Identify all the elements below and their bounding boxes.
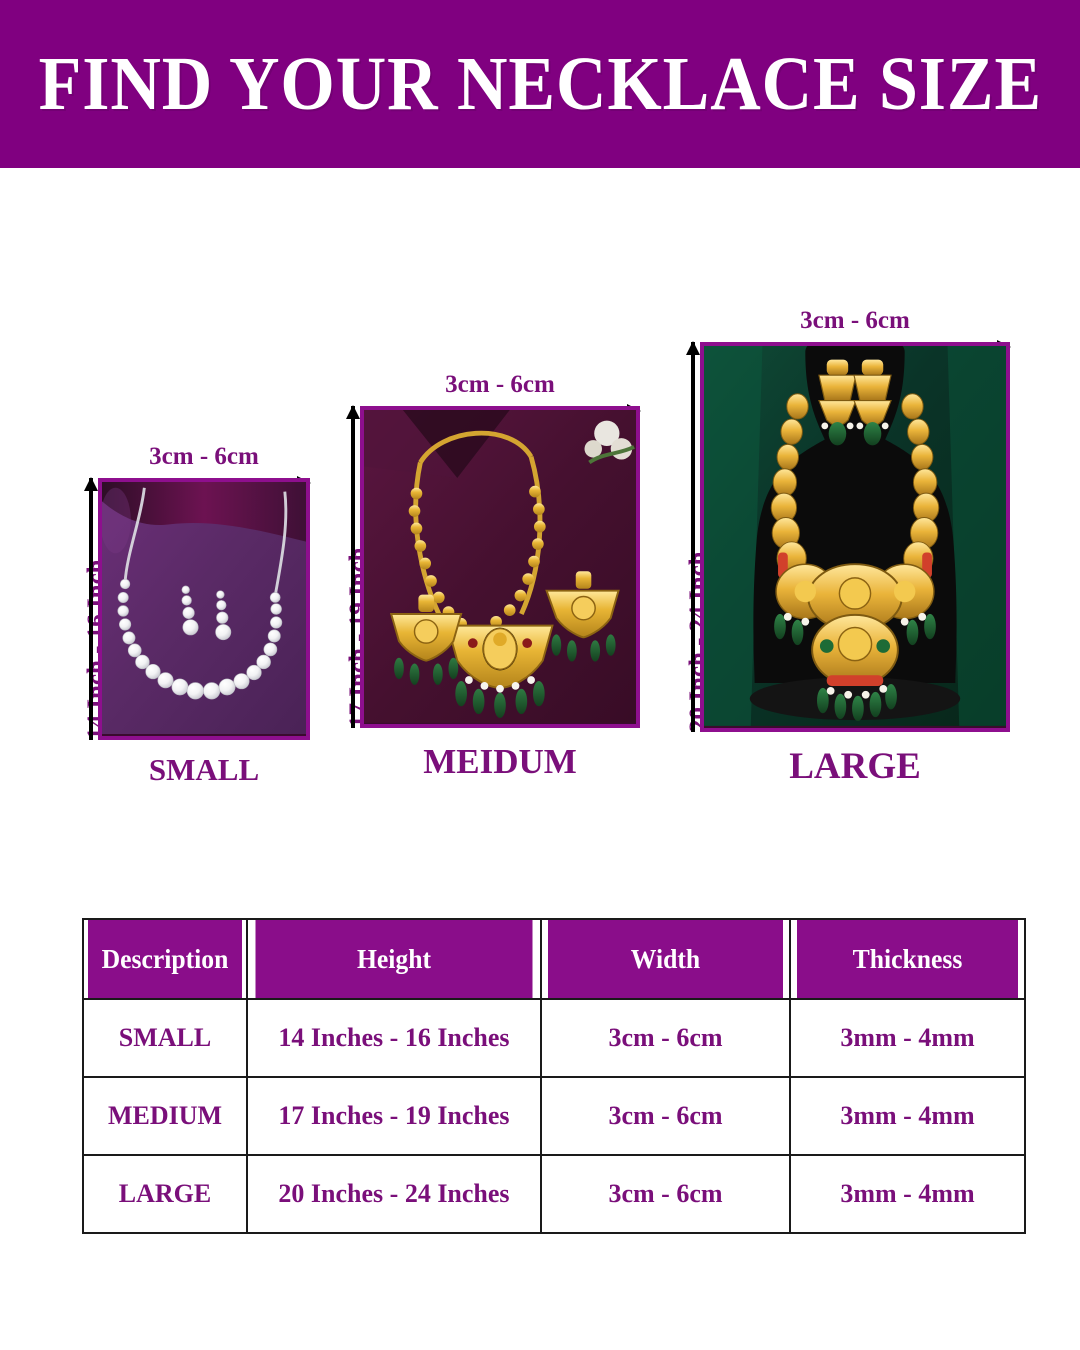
table-header-row: Description Height Width Thickness [83,918,1025,1000]
medium-necklace-illustration [364,410,636,723]
table-row: LARGE 20 Inches - 24 Inches 3cm - 6cm 3m… [82,1154,1026,1234]
small-width-label: 3cm - 6cm [149,443,259,470]
cell-width: 3cm - 6cm [540,998,791,1078]
size-chart-table: Description Height Width Thickness SMALL… [82,918,1026,1234]
cell-height: 20 Inches - 24 Inches [246,1154,542,1234]
table-row: MEDIUM 17 Inches - 19 Inches 3cm - 6cm 3… [82,1076,1026,1156]
cell-description: SMALL [82,998,248,1078]
cell-height: 17 Inches - 19 Inches [246,1076,542,1156]
small-necklace-illustration [102,482,306,735]
column-header-thickness: Thickness [794,918,1021,1000]
large-height-arrow [686,341,700,732]
large-height-dimension: 20 Inch - 24 Inch [666,341,712,732]
large-size-caption: LARGE [789,746,921,787]
medium-size-caption: MEIDUM [423,742,577,781]
cell-thickness: 3mm - 4mm [789,998,1026,1078]
small-necklace-photo [98,478,310,740]
small-size-caption: SMALL [148,752,260,787]
column-header-height: Height [253,918,535,1000]
cell-description: LARGE [82,1154,248,1234]
cell-thickness: 3mm - 4mm [789,1154,1026,1234]
medium-height-arrow [346,405,360,728]
column-header-description: Description [86,918,244,1000]
page-header-banner: FIND YOUR NECKLACE SIZE [0,0,1080,168]
table-row: SMALL 14 Inches - 16 Inches 3cm - 6cm 3m… [82,998,1026,1078]
medium-height-dimension: 17 Inch - 19 Inch [326,405,372,728]
medium-necklace-photo [360,406,640,728]
large-necklace-illustration [704,346,1006,726]
cell-width: 3cm - 6cm [540,1076,791,1156]
small-height-dimension: 14 Inch - 16 Inch [62,477,110,740]
small-height-arrow [84,477,98,740]
size-panels-section: 3cm - 6cm 14 Inch - 16 Inch [0,168,1080,908]
cell-thickness: 3mm - 4mm [789,1076,1026,1156]
medium-width-label: 3cm - 6cm [445,371,555,398]
column-header-width: Width [546,918,785,1000]
cell-description: MEDIUM [82,1076,248,1156]
page-title: FIND YOUR NECKLACE SIZE [38,42,1042,126]
cell-width: 3cm - 6cm [540,1154,791,1234]
large-necklace-photo [700,342,1010,732]
cell-height: 14 Inches - 16 Inches [246,998,542,1078]
large-width-label: 3cm - 6cm [800,307,910,334]
